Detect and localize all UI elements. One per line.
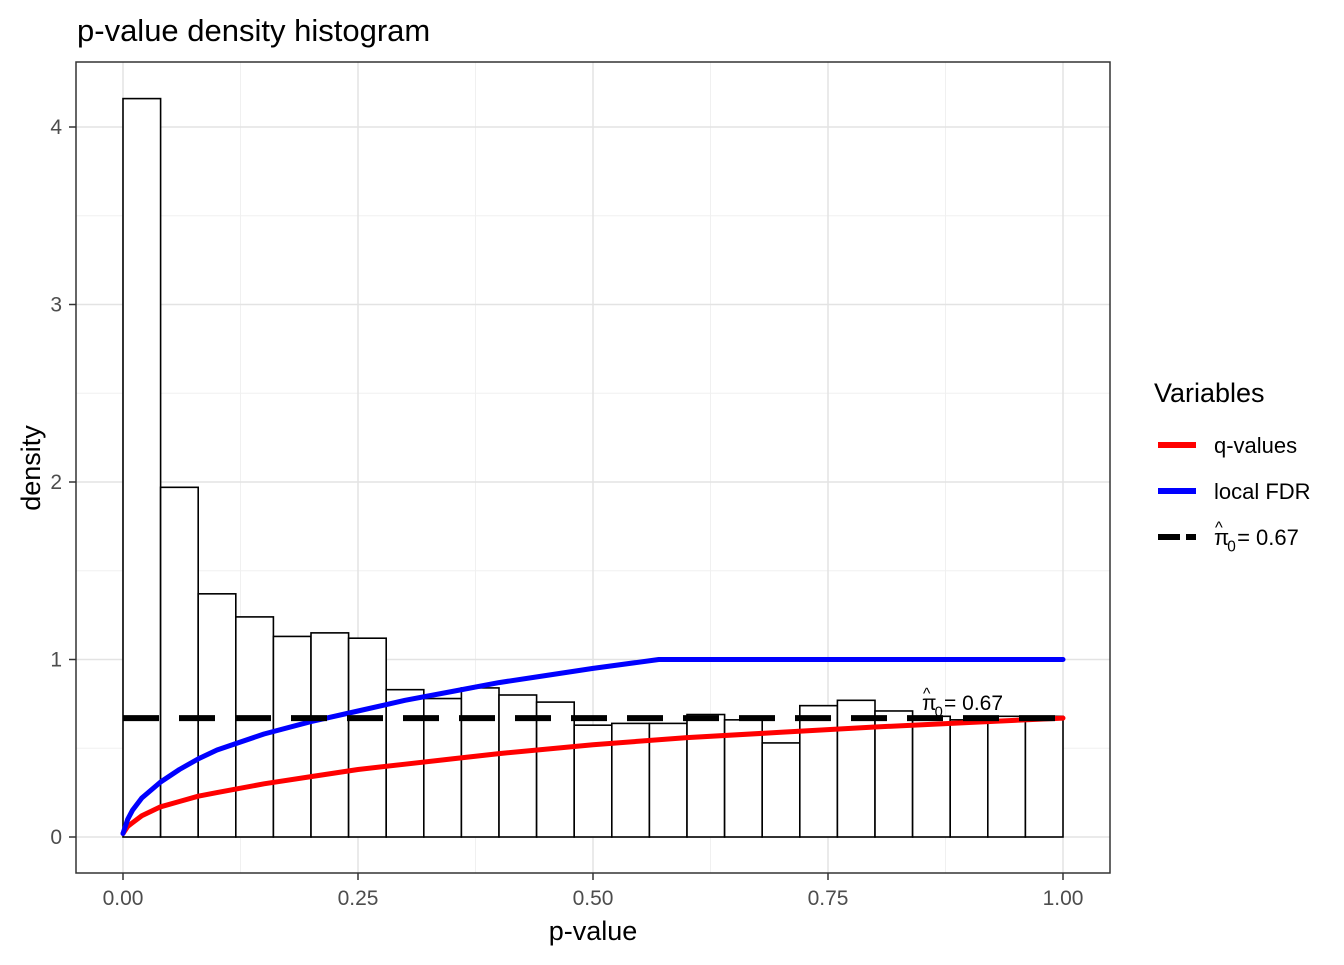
legend-label-1: local FDR [1214, 479, 1311, 504]
histogram-bar [159, 486, 200, 838]
x-tick-label: 0.00 [103, 887, 144, 910]
histogram-bar [836, 699, 876, 838]
histogram-bar [1024, 715, 1064, 838]
pi0-annotation-hat: ^ [923, 685, 931, 702]
histogram-bar [422, 697, 463, 838]
legend-label-pi0-hat: ^ [1215, 519, 1223, 537]
histogram-bar [798, 704, 839, 838]
histogram-bars [122, 97, 1064, 838]
pi0-annotation-sub: 0 [935, 704, 943, 720]
histogram-bar [986, 715, 1027, 838]
y-tick-label: 4 [50, 116, 62, 139]
histogram-bar [460, 687, 500, 838]
x-tick-label: 0.75 [808, 887, 849, 910]
y-tick-label: 2 [50, 471, 62, 494]
legend-label-pi0-pi: π [1214, 525, 1229, 550]
pi0-annotation-pi: π [922, 692, 937, 715]
legend-label-pi0: π^0 = 0.67 [1214, 519, 1299, 556]
legend-label-pi0-value: = 0.67 [1237, 525, 1299, 550]
y-axis-ticks: 0 1 2 3 4 [50, 116, 76, 849]
x-axis-label: p-value [549, 916, 638, 946]
histogram-bar [761, 742, 801, 838]
x-tick-label: 0.25 [338, 887, 379, 910]
y-tick-label: 0 [50, 826, 62, 849]
x-tick-label: 0.50 [573, 887, 614, 910]
histogram-bar [686, 713, 726, 838]
chart-title: p-value density histogram [77, 13, 430, 48]
histogram-bar [723, 719, 763, 838]
pi0-annotation-value: = 0.67 [944, 692, 1003, 715]
histogram-bar [949, 719, 989, 838]
x-tick-label: 1.00 [1043, 887, 1084, 910]
histogram-bar [535, 701, 575, 838]
histogram-bar [272, 635, 312, 838]
histogram-bar [911, 715, 951, 838]
y-tick-label: 3 [50, 294, 62, 317]
histogram-bar [235, 616, 275, 838]
y-axis-label: density [16, 425, 46, 511]
pi0-annotation: π^0 = 0.67 [922, 685, 1003, 720]
series-line-q-values [120, 715, 1066, 836]
pi0-reference: π^0 = 0.67 [123, 685, 1063, 722]
legend: Variables q-values local FDR π^0 = 0.67 [1154, 378, 1311, 556]
histogram-bar [347, 637, 388, 838]
legend-label-0: q-values [1214, 433, 1297, 458]
x-axis-ticks: 0.00 0.25 0.50 0.75 1.00 [103, 873, 1084, 910]
legend-title: Variables [1154, 378, 1265, 408]
series-line-local-fdr [120, 657, 1066, 836]
histogram-bar [310, 632, 350, 838]
histogram-bar [874, 710, 914, 838]
histogram-bar [122, 97, 162, 838]
legend-label-pi0-sub: 0 [1227, 539, 1236, 556]
series-lines [120, 657, 1066, 836]
y-tick-label: 1 [50, 649, 62, 672]
